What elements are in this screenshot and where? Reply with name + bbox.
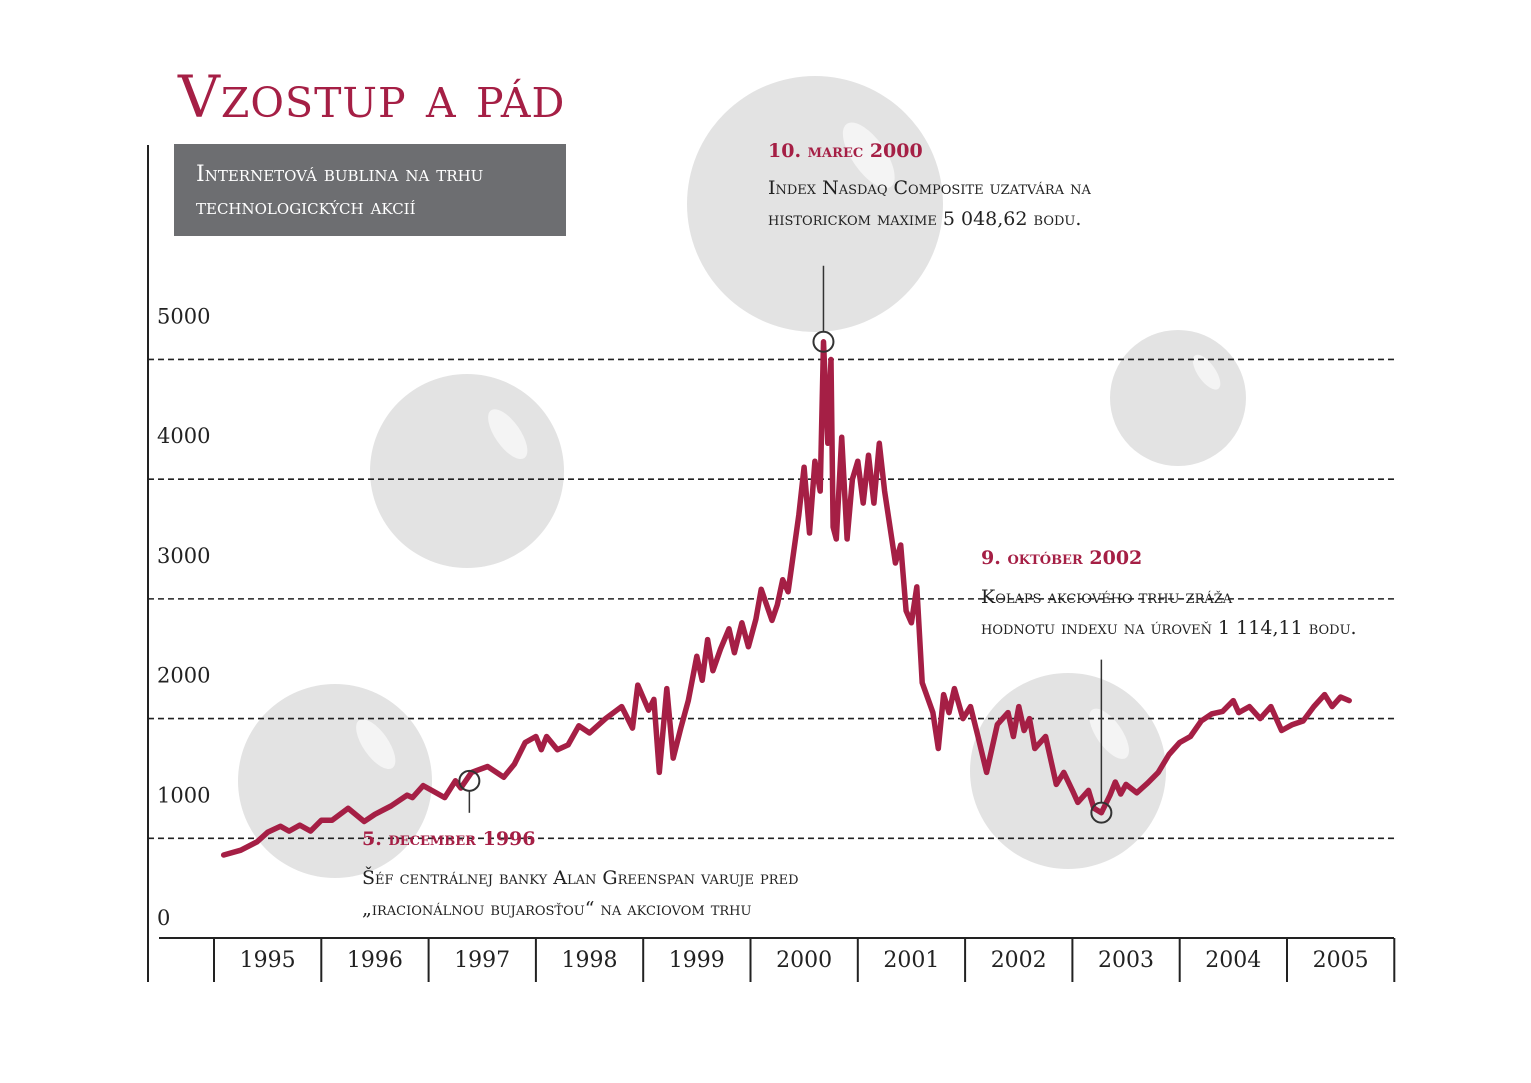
- annotation-crash-date: 9. október 2002: [981, 547, 1143, 569]
- x-tick-label-1996: 1996: [347, 948, 403, 973]
- annotation-greenspan-date: 5. december 1996: [362, 828, 536, 850]
- bubble-decoration: [370, 374, 564, 568]
- annotation-crash-line-1: Kolaps akciového trhu zráža: [981, 586, 1233, 608]
- subtitle-box: Internetová bublina na trhu technologick…: [174, 144, 566, 236]
- y-tick-label-1000: 1000: [157, 783, 210, 807]
- annotation-crash-text: Kolaps akciového trhu zráža hodnotu inde…: [981, 582, 1357, 644]
- annotation-peak-text: Index Nasdaq Composite uzatvára na histo…: [768, 173, 1091, 235]
- axes: [147, 145, 1394, 982]
- y-tick-label-3000: 3000: [157, 544, 210, 568]
- nasdaq-series-line: [220, 339, 1352, 858]
- annotation-peak-date: 10. marec 2000: [768, 140, 923, 162]
- x-axis-ticks: [213, 938, 1396, 982]
- x-tick-label-1998: 1998: [562, 948, 618, 973]
- subtitle-line-2: technologických akcií: [196, 195, 416, 220]
- annotation-peak-line-1: Index Nasdaq Composite uzatvára na: [768, 177, 1091, 199]
- annotation-crash-line-2: hodnotu indexu na úroveň 1 114,11 bodu.: [981, 617, 1357, 639]
- y-tick-label-0: 0: [157, 906, 170, 930]
- x-tick-label-1997: 1997: [454, 948, 510, 973]
- y-tick-label-4000: 4000: [157, 424, 210, 448]
- annotation-greenspan-line-1: Šéf centrálnej banky Alan Greenspan varu…: [362, 867, 799, 889]
- bubble-decoration: [970, 673, 1166, 869]
- chart-title: Vzostup a pád: [178, 63, 566, 131]
- bubble-decoration: [1110, 330, 1246, 466]
- y-axis-labels: 0 1000 2000 3000 4000 5000: [157, 305, 210, 931]
- annotation-greenspan-text: Šéf centrálnej banky Alan Greenspan varu…: [362, 863, 799, 925]
- x-tick-label-2003: 2003: [1098, 948, 1154, 973]
- x-tick-label-1995: 1995: [240, 948, 296, 973]
- x-tick-label-2004: 2004: [1205, 948, 1261, 973]
- y-tick-label-5000: 5000: [157, 305, 210, 329]
- annotation-greenspan-line-2: „iracionálnou bujarosťou“ na akciovom tr…: [362, 898, 752, 920]
- decorative-bubbles: [238, 76, 1246, 878]
- y-gridlines: [148, 358, 1398, 840]
- subtitle-line-1: Internetová bublina na trhu: [196, 162, 484, 187]
- annotation-markers: [458, 265, 1113, 824]
- x-tick-label-2005: 2005: [1313, 948, 1369, 973]
- x-tick-label-2001: 2001: [883, 948, 939, 973]
- x-tick-label-2002: 2002: [991, 948, 1047, 973]
- y-tick-label-2000: 2000: [157, 664, 210, 688]
- annotation-peak-line-2: historickom maxime 5 048,62 bodu.: [768, 208, 1082, 230]
- x-axis-labels: 1995 1996 1997 1998 1999 2000 2001 2002 2003 2004…: [240, 948, 1369, 973]
- x-tick-label-2000: 2000: [776, 948, 832, 973]
- bubble-decoration: [687, 76, 943, 332]
- x-tick-label-1999: 1999: [669, 948, 725, 973]
